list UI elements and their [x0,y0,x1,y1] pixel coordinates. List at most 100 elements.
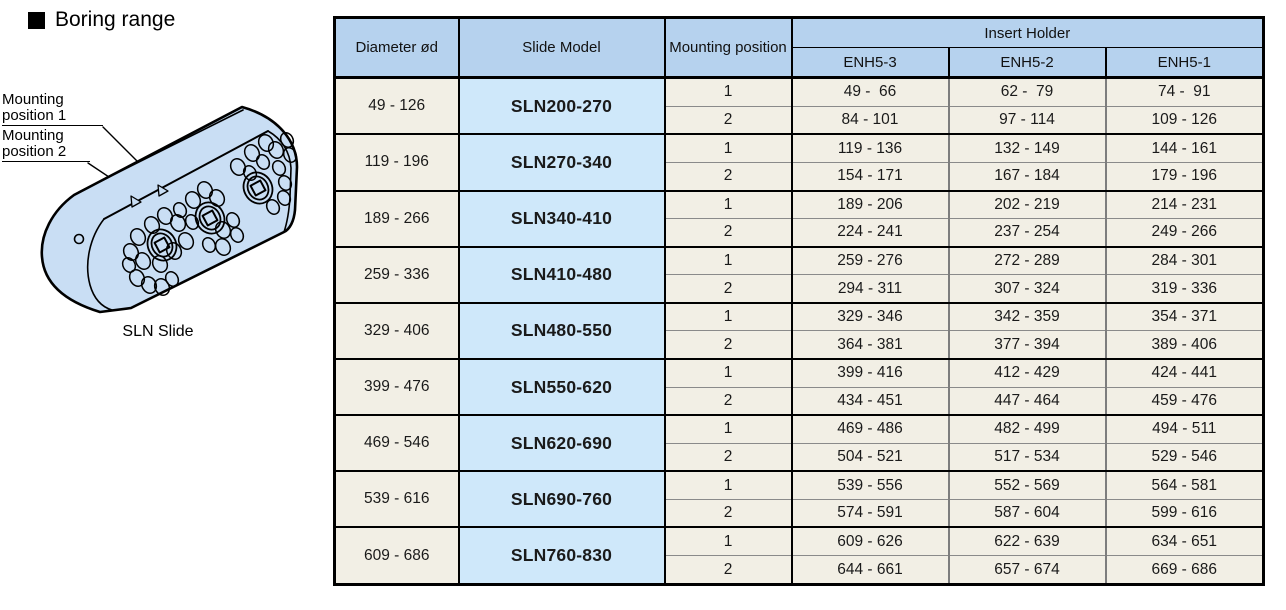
insert-range-enh5-3-cell: 364 - 381 [790,330,949,361]
header-mounting-position: Mounting position [663,16,793,79]
header-enh5-1: ENH5-1 [1104,47,1265,79]
insert-range-enh5-1-cell: 599 - 616 [1104,499,1264,529]
diameter-cell: 539 - 616 [334,471,460,529]
table-row: 49 - 126 SLN200-270 1 49 - 66 62 - 79 74 - 91 [334,77,1264,136]
insert-range-enh5-3-cell: 469 - 486 [790,415,949,444]
insert-range-enh5-2-cell: 342 - 359 [947,302,1106,332]
sln-slide-illustration [40,105,299,314]
mounting-position-cell: 1 [664,415,793,444]
header-insert-holder: Insert Holder [790,16,1265,48]
diameter-cell: 399 - 476 [334,359,460,417]
mounting-position-cell: 2 [664,106,793,136]
insert-range-enh5-3-cell: 574 - 591 [790,499,949,529]
insert-range-enh5-1-cell: 389 - 406 [1104,330,1264,361]
insert-range-enh5-2-cell: 517 - 534 [947,443,1106,473]
insert-range-enh5-3-cell: 644 - 661 [790,555,949,586]
insert-range-enh5-2-cell: 62 - 79 [947,77,1106,107]
insert-range-enh5-3-cell: 189 - 206 [790,190,949,220]
insert-range-enh5-1-cell: 179 - 196 [1104,162,1264,192]
slide-model-cell: SLN200-270 [458,77,666,136]
diameter-cell: 609 - 686 [334,527,460,586]
insert-range-enh5-2-cell: 587 - 604 [947,499,1106,529]
slide-model-cell: SLN690-760 [458,471,666,529]
slide-model-cell: SLN620-690 [458,415,666,473]
insert-range-enh5-1-cell: 669 - 686 [1104,555,1264,586]
insert-range-enh5-1-cell: 74 - 91 [1104,77,1264,107]
slide-model-cell: SLN270-340 [458,134,666,192]
insert-range-enh5-1-cell: 634 - 651 [1104,527,1264,557]
mounting-position-cell: 1 [664,471,793,500]
insert-range-enh5-2-cell: 377 - 394 [947,330,1106,361]
table-row: 2 364 - 381 377 - 394 389 - 406 [335,330,1264,361]
insert-range-enh5-2-cell: 202 - 219 [947,190,1106,220]
mounting-position-cell: 2 [664,330,793,361]
table-row: 2 644 - 661 657 - 674 669 - 686 [335,555,1264,586]
mounting-position-cell: 1 [664,359,793,388]
insert-range-enh5-2-cell: 412 - 429 [947,359,1106,388]
insert-range-enh5-3-cell: 119 - 136 [790,134,949,163]
section-title-label: Boring range [55,8,176,31]
slide-model-cell: SLN480-550 [458,302,666,361]
insert-range-enh5-1-cell: 144 - 161 [1104,134,1264,163]
square-bullet-icon [28,11,45,29]
table-row: 539 - 616 SLN690-760 1 539 - 556 552 - 569 56… [334,471,1264,529]
table-row: 259 - 336 SLN410-480 1 259 - 276 272 - 289 28… [334,246,1264,304]
insert-range-enh5-3-cell: 504 - 521 [790,443,949,473]
mounting-position-cell: 2 [664,274,793,304]
section-title: Boring range [28,8,175,32]
insert-range-enh5-2-cell: 97 - 114 [947,106,1106,136]
table-row: 189 - 266 SLN340-410 1 189 - 206 202 - 219 21… [334,190,1264,248]
insert-range-enh5-1-cell: 109 - 126 [1104,106,1264,136]
header-enh5-3: ENH5-3 [790,47,950,79]
mounting-position-cell: 1 [664,134,793,163]
insert-range-enh5-2-cell: 657 - 674 [947,555,1106,586]
mounting-position-cell: 2 [664,387,793,417]
insert-range-enh5-3-cell: 154 - 171 [790,162,949,192]
insert-range-enh5-2-cell: 167 - 184 [947,162,1106,192]
slide-model-cell: SLN340-410 [458,190,666,248]
insert-range-enh5-3-cell: 539 - 556 [790,471,949,500]
diagram-caption: SLN Slide [122,323,194,340]
insert-range-enh5-1-cell: 319 - 336 [1104,274,1264,304]
table-row: 329 - 406 SLN480-550 1 329 - 346 342 - 359 35… [334,302,1264,361]
slide-model-cell: SLN760-830 [458,527,666,586]
slide-model-cell: SLN550-620 [458,359,666,417]
insert-range-enh5-2-cell: 552 - 569 [947,471,1106,500]
mounting-position-cell: 1 [664,77,793,107]
header-slide-model: Slide Model [457,16,666,79]
mounting-position-2-label: Mounting position 2 [2,128,90,162]
insert-range-enh5-1-cell: 459 - 476 [1104,387,1264,417]
diameter-cell: 119 - 196 [334,134,460,192]
table-row: 2 294 - 311 307 - 324 319 - 336 [335,274,1264,304]
table-row: 469 - 546 SLN620-690 1 469 - 486 482 - 499 49… [334,415,1264,473]
mounting-position-cell: 2 [664,162,793,192]
insert-range-enh5-2-cell: 447 - 464 [947,387,1106,417]
table-row: 2 434 - 451 447 - 464 459 - 476 [335,387,1264,417]
insert-range-enh5-2-cell: 272 - 289 [947,246,1106,276]
diameter-cell: 329 - 406 [334,302,460,361]
insert-range-enh5-2-cell: 132 - 149 [947,134,1106,163]
insert-range-enh5-3-cell: 399 - 416 [790,359,949,388]
insert-range-enh5-1-cell: 284 - 301 [1104,246,1264,276]
mounting-position-cell: 1 [664,302,793,332]
insert-range-enh5-3-cell: 224 - 241 [790,218,949,248]
insert-range-enh5-3-cell: 49 - 66 [790,77,949,107]
diameter-cell: 259 - 336 [334,246,460,304]
insert-range-enh5-3-cell: 294 - 311 [790,274,949,304]
insert-range-enh5-1-cell: 249 - 266 [1104,218,1264,248]
table-row: 399 - 476 SLN550-620 1 399 - 416 412 - 429 42… [334,359,1264,417]
diameter-cell: 189 - 266 [334,190,460,248]
table-row: 2 504 - 521 517 - 534 529 - 546 [335,443,1264,473]
table-row: 609 - 686 SLN760-830 1 609 - 626 622 - 639 63… [334,527,1264,586]
insert-range-enh5-3-cell: 259 - 276 [790,246,949,276]
table-row: 2 84 - 101 97 - 114 109 - 126 [335,106,1264,136]
table-row: 2 154 - 171 167 - 184 179 - 196 [335,162,1264,192]
diameter-cell: 469 - 546 [334,415,460,473]
table-row: 119 - 196 SLN270-340 1 119 - 136 132 - 149 14… [334,134,1264,192]
insert-range-enh5-2-cell: 622 - 639 [947,527,1106,557]
header-enh5-2: ENH5-2 [947,47,1107,79]
insert-range-enh5-3-cell: 434 - 451 [790,387,949,417]
mounting-position-cell: 2 [664,443,793,473]
table-row: 2 574 - 591 587 - 604 599 - 616 [335,499,1264,529]
boring-range-table: Diameter ød Slide Model Mounting positio… [333,16,1266,586]
